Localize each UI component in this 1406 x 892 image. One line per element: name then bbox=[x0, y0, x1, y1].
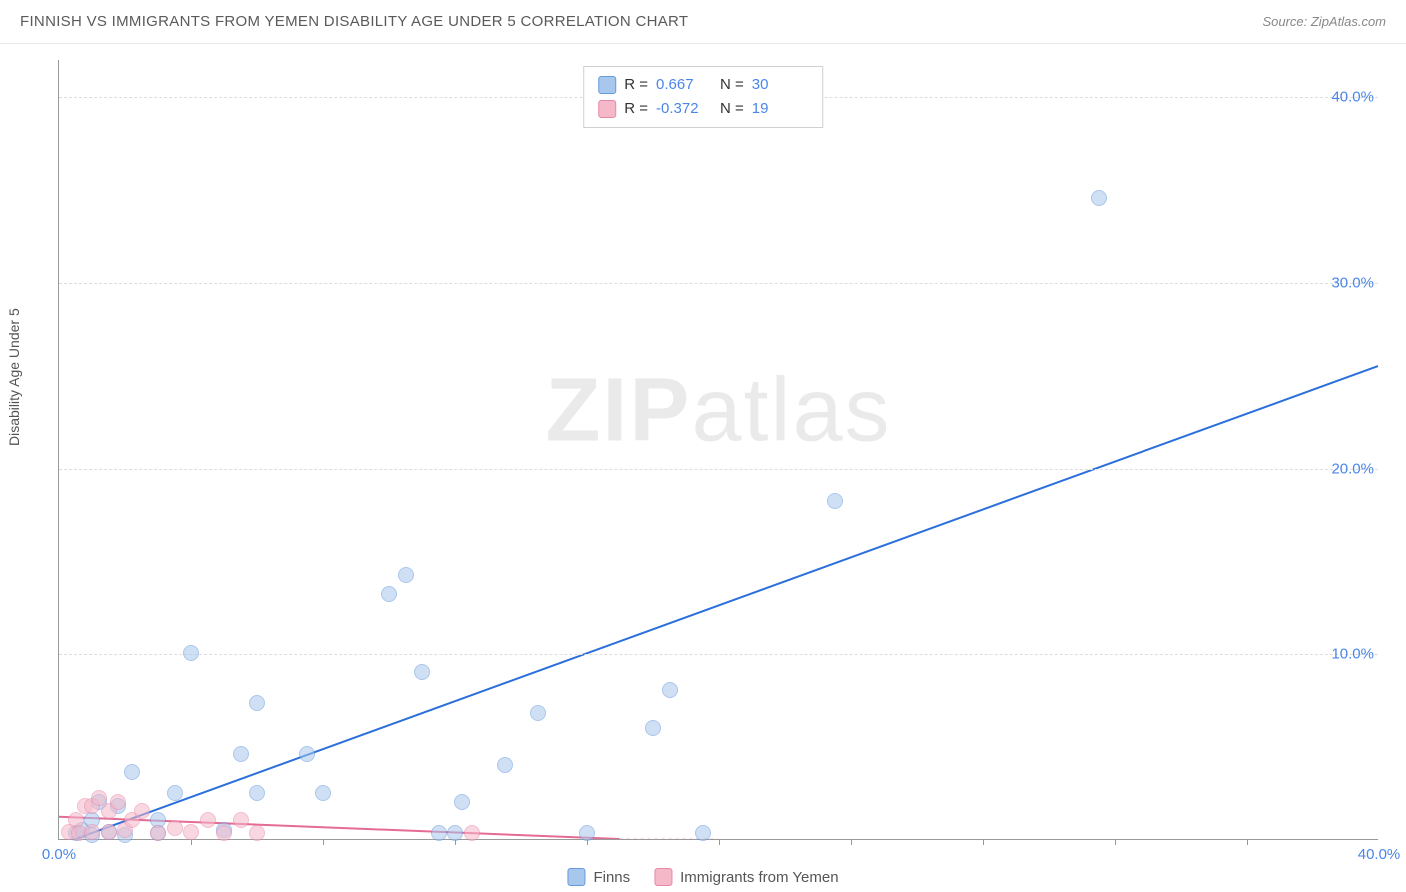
ytick-label: 20.0% bbox=[1331, 460, 1380, 477]
r-value-finns: 0.667 bbox=[656, 73, 712, 97]
ytick-label: 10.0% bbox=[1331, 646, 1380, 663]
data-point bbox=[579, 825, 595, 841]
xtick-mark bbox=[191, 839, 192, 845]
data-point bbox=[827, 493, 843, 509]
legend-label-finns: Finns bbox=[593, 869, 630, 886]
stats-row-yemen: R = -0.372 N = 19 bbox=[598, 97, 808, 121]
swatch-yemen bbox=[598, 100, 616, 118]
data-point bbox=[84, 824, 100, 840]
xtick-mark bbox=[983, 839, 984, 845]
data-point bbox=[101, 824, 117, 840]
n-value-finns: 30 bbox=[752, 73, 808, 97]
data-point bbox=[150, 825, 166, 841]
data-point bbox=[134, 803, 150, 819]
data-point bbox=[431, 825, 447, 841]
data-point bbox=[447, 825, 463, 841]
data-point bbox=[249, 785, 265, 801]
n-value-yemen: 19 bbox=[752, 97, 808, 121]
xtick-mark bbox=[1115, 839, 1116, 845]
data-point bbox=[662, 682, 678, 698]
source-label: Source: ZipAtlas.com bbox=[1262, 14, 1386, 29]
plot-area: ZIPatlas 10.0%20.0%30.0%40.0%0.0%40.0% bbox=[58, 60, 1378, 840]
data-point bbox=[249, 825, 265, 841]
data-point bbox=[216, 825, 232, 841]
data-point bbox=[497, 757, 513, 773]
data-point bbox=[381, 586, 397, 602]
trend-lines bbox=[59, 60, 1378, 839]
legend-item-finns: Finns bbox=[567, 868, 630, 886]
swatch-finns-icon bbox=[567, 868, 585, 886]
data-point bbox=[167, 820, 183, 836]
data-point bbox=[645, 720, 661, 736]
xtick-mark bbox=[1247, 839, 1248, 845]
data-point bbox=[1091, 190, 1107, 206]
ytick-label: 40.0% bbox=[1331, 89, 1380, 106]
stats-legend: R = 0.667 N = 30 R = -0.372 N = 19 bbox=[583, 66, 823, 128]
gridline bbox=[59, 283, 1378, 284]
bottom-legend: Finns Immigrants from Yemen bbox=[567, 868, 838, 886]
legend-label-yemen: Immigrants from Yemen bbox=[680, 869, 838, 886]
xtick-mark bbox=[323, 839, 324, 845]
y-axis-label: Disability Age Under 5 bbox=[6, 308, 22, 446]
data-point bbox=[695, 825, 711, 841]
data-point bbox=[414, 664, 430, 680]
r-value-yemen: -0.372 bbox=[656, 97, 712, 121]
gridline bbox=[59, 469, 1378, 470]
data-point bbox=[299, 746, 315, 762]
data-point bbox=[200, 812, 216, 828]
swatch-finns bbox=[598, 76, 616, 94]
data-point bbox=[464, 825, 480, 841]
chart-title: FINNISH VS IMMIGRANTS FROM YEMEN DISABIL… bbox=[20, 13, 688, 30]
stats-row-finns: R = 0.667 N = 30 bbox=[598, 73, 808, 97]
xtick-label: 40.0% bbox=[1358, 846, 1401, 863]
swatch-yemen-icon bbox=[654, 868, 672, 886]
data-point bbox=[183, 645, 199, 661]
data-point bbox=[167, 785, 183, 801]
data-point bbox=[249, 695, 265, 711]
data-point bbox=[183, 824, 199, 840]
gridline bbox=[59, 654, 1378, 655]
data-point bbox=[315, 785, 331, 801]
data-point bbox=[233, 812, 249, 828]
xtick-mark bbox=[719, 839, 720, 845]
data-point bbox=[530, 705, 546, 721]
data-point bbox=[454, 794, 470, 810]
legend-item-yemen: Immigrants from Yemen bbox=[654, 868, 838, 886]
data-point bbox=[110, 794, 126, 810]
watermark: ZIPatlas bbox=[545, 359, 891, 462]
xtick-mark bbox=[851, 839, 852, 845]
xtick-label: 0.0% bbox=[42, 846, 76, 863]
data-point bbox=[233, 746, 249, 762]
data-point bbox=[398, 567, 414, 583]
ytick-label: 30.0% bbox=[1331, 274, 1380, 291]
data-point bbox=[124, 764, 140, 780]
header: FINNISH VS IMMIGRANTS FROM YEMEN DISABIL… bbox=[0, 0, 1406, 44]
